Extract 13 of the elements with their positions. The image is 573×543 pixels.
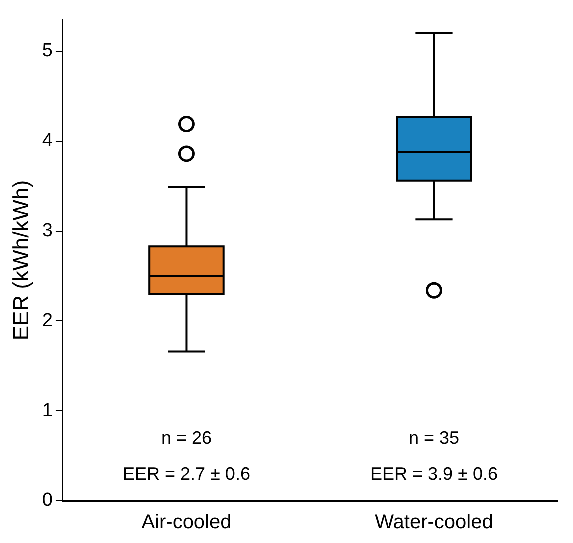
- y-tick-label: 4: [42, 130, 54, 152]
- annotation: n = 35: [408, 428, 460, 448]
- y-axis-title: EER (kWh/kWh): [8, 180, 34, 341]
- y-tick-label: 2: [42, 310, 53, 332]
- y-tick-label: 1: [42, 400, 53, 422]
- annotation: EER = 3.9 ± 0.6: [370, 464, 498, 484]
- annotation: n = 26: [161, 428, 212, 448]
- x-tick-label: Air-cooled: [142, 512, 232, 534]
- y-tick-label: 5: [42, 40, 53, 62]
- annotation: EER = 2.7 ± 0.6: [123, 464, 250, 484]
- x-tick-label: Water-cooled: [375, 512, 494, 534]
- y-tick-label: 3: [42, 220, 53, 242]
- y-tick-label: 0: [42, 490, 53, 512]
